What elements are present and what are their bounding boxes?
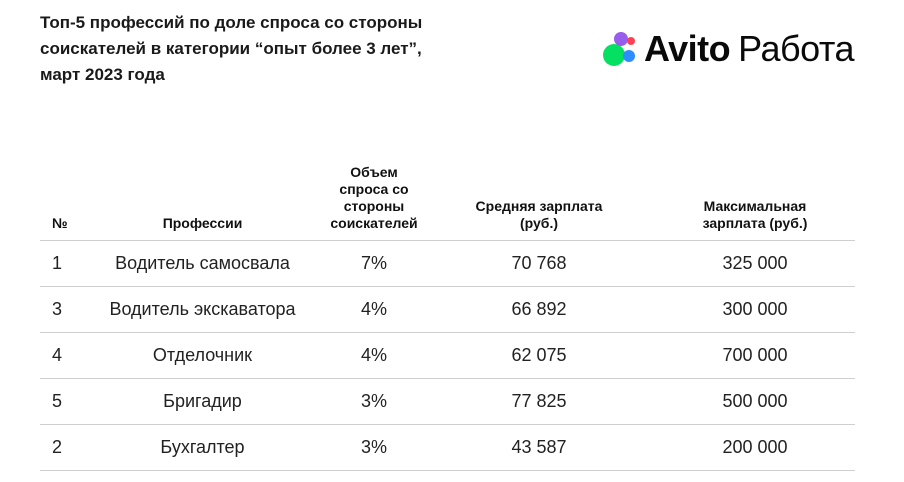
cell-max-salary: 325 000	[655, 240, 855, 287]
logo-dot-blue	[623, 50, 635, 62]
cell-num: 1	[40, 240, 80, 287]
title-line: март 2023 года	[40, 65, 165, 84]
logo-product: Работа	[738, 28, 854, 69]
cell-avg-salary: 66 892	[423, 286, 655, 333]
header-max-salary: Максимальная зарплата (руб.)	[655, 150, 855, 241]
cell-demand: 7%	[325, 240, 423, 287]
cell-demand: 4%	[325, 332, 423, 379]
header-num: №	[40, 150, 80, 241]
cell-max-salary: 200 000	[655, 424, 855, 471]
header-demand: Объем спроса со стороны соискателей	[325, 150, 423, 241]
header-profession: Профессии	[80, 150, 325, 241]
table-row: 3 Водитель экскаватора 4% 66 892 300 000	[40, 286, 855, 333]
avito-dots-icon	[603, 32, 635, 66]
cell-num: 5	[40, 378, 80, 425]
table-row: 2 Бухгалтер 3% 43 587 200 000	[40, 424, 855, 471]
logo-dot-purple	[614, 32, 628, 46]
table-row: 1 Водитель самосвала 7% 70 768 325 000	[40, 240, 855, 287]
logo-dot-red	[627, 37, 635, 45]
cell-profession: Бригадир	[80, 378, 325, 425]
cell-num: 3	[40, 286, 80, 333]
logo-dot-green	[603, 44, 625, 66]
cell-demand: 3%	[325, 378, 423, 425]
cell-profession: Водитель самосвала	[80, 240, 325, 287]
cell-profession: Бухгалтер	[80, 424, 325, 471]
cell-avg-salary: 43 587	[423, 424, 655, 471]
cell-avg-salary: 77 825	[423, 378, 655, 425]
cell-num: 2	[40, 424, 80, 471]
page-title: Топ-5 профессий по доле спроса со сторон…	[40, 10, 560, 88]
cell-profession: Водитель экскаватора	[80, 286, 325, 333]
cell-demand: 4%	[325, 286, 423, 333]
header-avg-salary: Средняя зарплата (руб.)	[423, 150, 655, 241]
avito-work-logo: Avito Работа	[602, 26, 854, 72]
logo-text: Avito Работа	[644, 26, 854, 72]
table-header-row: № Профессии Объем спроса со стороны соис…	[40, 150, 855, 241]
cell-max-salary: 700 000	[655, 332, 855, 379]
title-line: соискателей в категории “опыт более 3 ле…	[40, 39, 422, 58]
table-row: 4 Отделочник 4% 62 075 700 000	[40, 332, 855, 379]
table-row: 5 Бригадир 3% 77 825 500 000	[40, 378, 855, 425]
title-line: Топ-5 профессий по доле спроса со сторон…	[40, 13, 423, 32]
cell-profession: Отделочник	[80, 332, 325, 379]
cell-avg-salary: 62 075	[423, 332, 655, 379]
cell-num: 4	[40, 332, 80, 379]
cell-max-salary: 500 000	[655, 378, 855, 425]
logo-brand: Avito	[644, 28, 731, 69]
cell-demand: 3%	[325, 424, 423, 471]
professions-table: № Профессии Объем спроса со стороны соис…	[40, 150, 855, 471]
cell-avg-salary: 70 768	[423, 240, 655, 287]
cell-max-salary: 300 000	[655, 286, 855, 333]
